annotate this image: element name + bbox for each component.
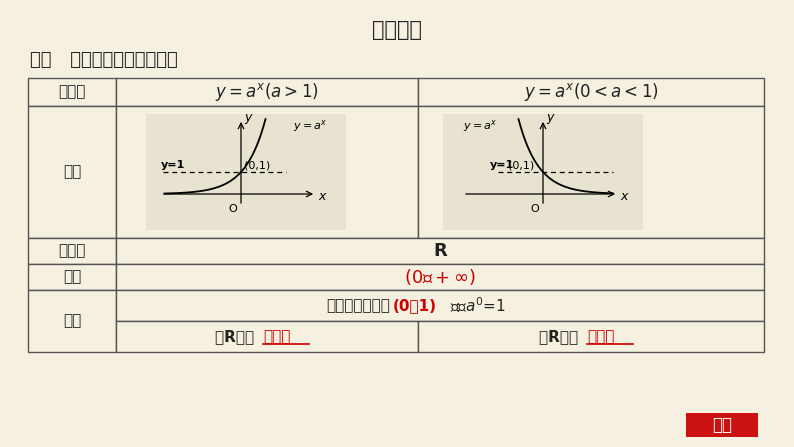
Text: 教材要点: 教材要点 <box>372 20 422 40</box>
Text: y: y <box>244 110 252 123</box>
Text: x: x <box>620 190 627 202</box>
Bar <box>418 106 764 238</box>
Text: 定义域: 定义域 <box>58 244 86 258</box>
Text: y=1: y=1 <box>490 160 515 170</box>
Bar <box>116 290 764 321</box>
Text: $y=a^x$: $y=a^x$ <box>463 118 498 134</box>
Bar <box>116 321 418 352</box>
Text: O: O <box>530 204 539 214</box>
Bar <box>418 78 764 106</box>
Bar <box>116 238 764 264</box>
Text: $(0，+\infty)$: $(0，+\infty)$ <box>404 267 476 287</box>
Text: x: x <box>318 190 326 202</box>
Bar <box>28 78 116 106</box>
Bar <box>28 106 116 238</box>
Text: y=1: y=1 <box>161 160 185 170</box>
Bar <box>116 264 764 290</box>
Bar <box>443 114 643 230</box>
Text: 值域: 值域 <box>63 270 81 284</box>
Bar <box>146 114 346 230</box>
Text: 图象: 图象 <box>63 164 81 180</box>
Text: y: y <box>546 110 553 123</box>
Text: O: O <box>228 204 237 214</box>
Bar <box>116 78 418 106</box>
Text: $y=a^x(0<a<1)$: $y=a^x(0<a<1)$ <box>523 81 658 103</box>
Text: $y=a^x(a>1)$: $y=a^x(a>1)$ <box>215 81 319 103</box>
Bar <box>28 238 116 264</box>
Text: (0,1): (0,1) <box>244 161 270 171</box>
Text: 性质: 性质 <box>63 313 81 329</box>
Bar <box>116 106 418 238</box>
Text: 答案: 答案 <box>712 416 732 434</box>
Bar <box>686 413 758 437</box>
Text: 减函数: 减函数 <box>587 329 615 344</box>
Text: (0，1): (0，1) <box>393 298 437 313</box>
Text: 表达式: 表达式 <box>58 84 86 100</box>
Text: 增函数: 增函数 <box>263 329 291 344</box>
Text: 函数的图象过点: 函数的图象过点 <box>326 298 390 313</box>
Bar <box>28 290 116 352</box>
Text: $y=a^x$: $y=a^x$ <box>293 118 327 134</box>
Text: (0,1): (0,1) <box>508 161 534 171</box>
Text: 是R上的: 是R上的 <box>538 329 583 344</box>
Text: 是R上的: 是R上的 <box>214 329 259 344</box>
Bar <box>418 321 764 352</box>
Bar <box>28 264 116 290</box>
Text: 要点   指数函数的图象与性质: 要点 指数函数的图象与性质 <box>30 51 178 69</box>
Text: ，即$a^0$=1: ，即$a^0$=1 <box>450 296 506 315</box>
Text: R: R <box>433 242 447 260</box>
